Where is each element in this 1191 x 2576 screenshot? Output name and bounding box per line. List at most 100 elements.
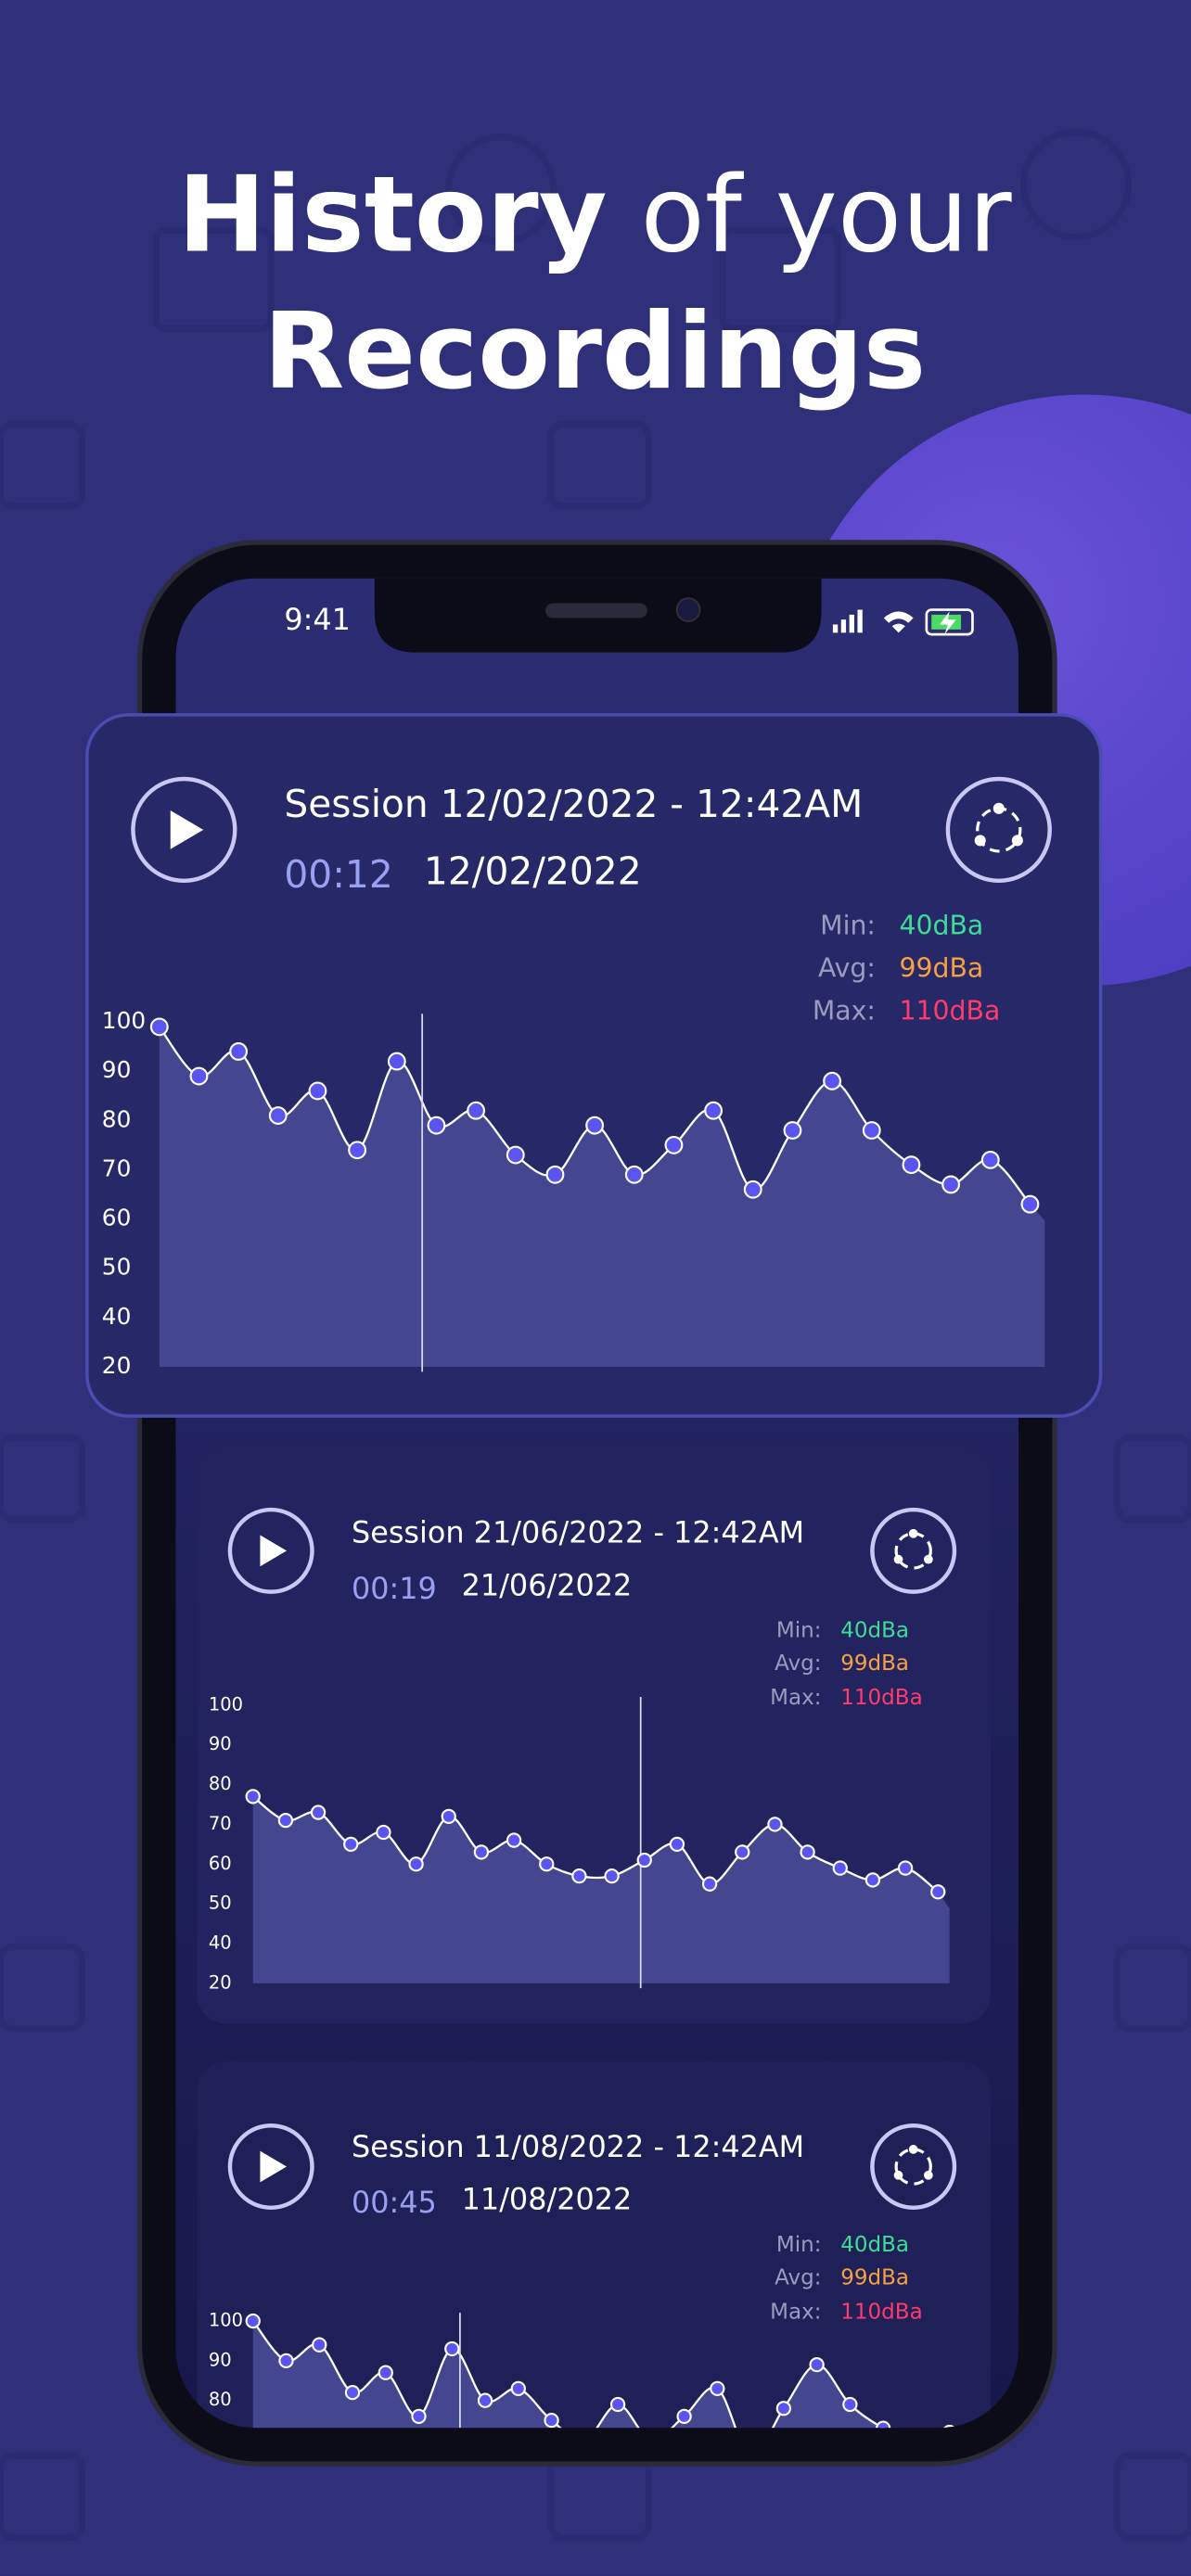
share-node	[908, 1528, 918, 1538]
stat-value: 40dBa	[840, 1619, 909, 1643]
y-tick-label: 60	[102, 1205, 132, 1231]
chart-point	[669, 1836, 685, 1852]
chart-point	[477, 2392, 493, 2408]
session-card: Session 12/02/2022 - 12:42AM 00:12 12/02/2…	[85, 713, 1103, 1418]
stat-label: Avg:	[775, 1651, 821, 1676]
play-icon	[260, 1535, 288, 1567]
chart-point	[268, 1106, 288, 1125]
y-tick-label: 70	[102, 1154, 132, 1181]
chart-point	[897, 1860, 914, 1876]
y-tick-label: 20	[102, 1352, 132, 1379]
y-tick-label: 40	[102, 1303, 132, 1330]
chart-point	[343, 1836, 359, 1852]
session-date: 12/02/2022	[424, 849, 642, 894]
session-date: 11/08/2022	[462, 2182, 633, 2217]
stat-label: Max:	[770, 1686, 821, 1710]
y-tick-label: 90	[102, 1056, 132, 1083]
y-tick-label: 100	[209, 1693, 243, 1715]
y-tick-label: 100	[102, 1007, 146, 1034]
y-tick-label: 50	[209, 1893, 232, 1914]
share-button[interactable]	[870, 1507, 957, 1594]
share-circle	[870, 2123, 957, 2210]
chart-point	[376, 1824, 391, 1841]
share-node	[893, 2170, 903, 2180]
play-icon	[170, 810, 204, 849]
speaker	[544, 603, 647, 618]
play-circle	[131, 776, 237, 883]
share-ring	[894, 2148, 932, 2186]
chart-point	[809, 2356, 825, 2373]
chart-point	[704, 1101, 724, 1120]
y-tick-label: 80	[209, 1773, 232, 1794]
share-node	[1011, 835, 1023, 847]
play-button[interactable]	[227, 1507, 314, 1594]
chart-point	[544, 2412, 559, 2429]
headline-bold: History	[178, 154, 608, 276]
y-tick-label: 70	[209, 1813, 232, 1834]
chart-point	[875, 2420, 891, 2429]
chart-point	[310, 1804, 327, 1820]
chart-point	[930, 1884, 946, 1900]
chart-point	[506, 1145, 525, 1165]
chart-point	[941, 2424, 957, 2429]
share-button[interactable]	[870, 2123, 957, 2210]
camera	[675, 597, 701, 622]
chart-point	[664, 1136, 684, 1154]
chart-point	[636, 1852, 652, 1868]
y-tick-label: 90	[209, 1733, 232, 1754]
y-tick-label: 90	[209, 2349, 232, 2370]
chart-point	[229, 1042, 249, 1061]
session-card: Session 11/08/2022 - 12:42AM 00:45 11/08/2…	[197, 2061, 991, 2429]
status-time: 9:41	[284, 602, 351, 637]
play-button[interactable]	[131, 776, 237, 883]
play-circle	[227, 1507, 314, 1594]
share-node	[992, 802, 1005, 814]
chart-point	[676, 2408, 692, 2424]
stat-value: 110dBa	[840, 2301, 922, 2325]
chart-point	[312, 2337, 327, 2353]
chart-point	[545, 1165, 565, 1184]
y-tick-label: 50	[102, 1254, 132, 1281]
session-title: Session 11/08/2022 - 12:42AM	[352, 2129, 804, 2164]
headline-line2: Recordings	[263, 290, 926, 413]
chart-point	[149, 1017, 169, 1037]
chart-point	[735, 1844, 750, 1860]
chart-point	[441, 1808, 456, 1824]
chart-point	[775, 2401, 792, 2417]
chart-point	[245, 2313, 261, 2329]
chart-point	[387, 1052, 406, 1071]
stat-value: 40dBa	[840, 2233, 909, 2257]
share-circle	[870, 1507, 957, 1594]
session-duration: 00:19	[352, 1571, 437, 1606]
session-duration: 00:45	[352, 2185, 437, 2220]
chart-point	[571, 1868, 587, 1884]
chart-point	[832, 1860, 848, 1876]
stat-label: Min:	[776, 2233, 822, 2257]
stat-value: 99dBa	[840, 1651, 909, 1676]
session-title: Session 21/06/2022 - 12:42AM	[352, 1515, 804, 1550]
stat-label: Avg:	[775, 2265, 821, 2289]
share-button[interactable]	[945, 776, 1052, 883]
session-list: Session 11/08/2022 - 12:42AM 00:45 11/08/2…	[85, 713, 1103, 2429]
chart-point	[473, 1844, 490, 1860]
session-date: 21/06/2022	[462, 1567, 633, 1602]
chart-point	[245, 1789, 261, 1804]
share-ring	[894, 1532, 932, 1570]
chart-point	[278, 2353, 294, 2368]
share-circle	[945, 776, 1052, 883]
chart-area	[159, 1027, 1045, 1368]
play-button[interactable]	[227, 2123, 314, 2210]
stat-label: Min:	[820, 910, 876, 940]
chart-point	[348, 1141, 367, 1160]
y-tick-label: 40	[209, 1932, 232, 1953]
chart-point	[411, 2408, 427, 2424]
y-tick-label: 80	[102, 1105, 132, 1132]
stat-value: 40dBa	[899, 910, 983, 940]
chart-area	[252, 1796, 950, 1983]
chart-line	[251, 2320, 951, 2429]
chart-point	[506, 1832, 522, 1848]
chart-point	[408, 1856, 424, 1872]
share-node	[924, 1554, 933, 1564]
chart-point	[864, 1872, 881, 1888]
